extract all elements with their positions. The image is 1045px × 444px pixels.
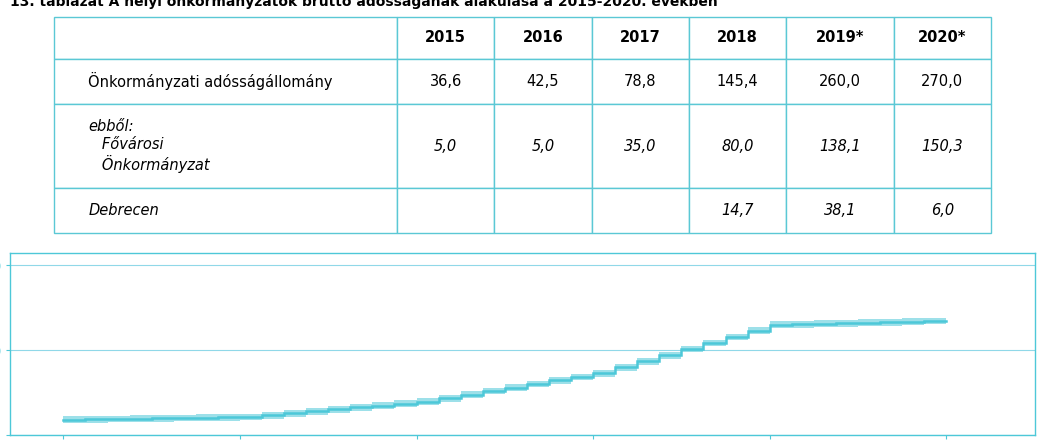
Text: 13. táblázat A helyi önkormányzatok bruttó adósságának alakulása a 2015-2020. év: 13. táblázat A helyi önkormányzatok brut… — [10, 0, 718, 9]
